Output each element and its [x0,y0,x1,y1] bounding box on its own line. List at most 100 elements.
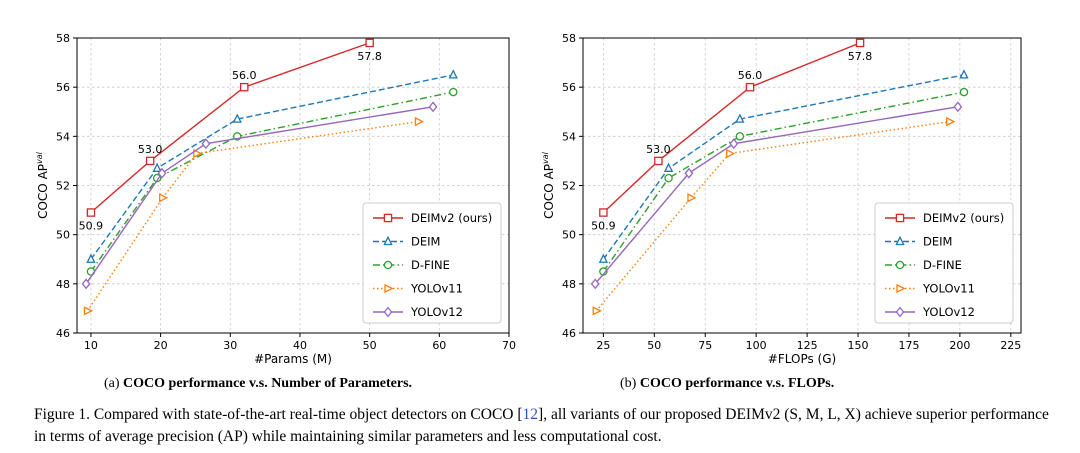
x-tick-label: 25 [596,339,610,352]
subcaption-a: (a) COCO performance v.s. Number of Para… [104,376,413,391]
data-point [157,167,167,179]
data-point [449,87,458,97]
x-tick-label: 50 [363,339,377,352]
data-label: 50.9 [79,220,104,233]
legend-label: YOLOv12 [922,305,975,319]
data-point [239,82,249,92]
data-point [414,116,425,127]
legend-marker [895,306,905,318]
legend-marker [383,260,393,270]
data-point [953,101,963,113]
legend-label: D-FINE [411,258,450,272]
legend-box [362,202,502,324]
data-point [654,156,663,166]
legend-box [874,202,1014,324]
x-tick-label: 50 [647,339,661,352]
series-line-3 [595,120,950,312]
data-label: 56.0 [232,69,257,82]
y-tick-label: 52 [562,180,576,193]
y-tick-label: 58 [56,32,70,45]
data-label: 57.8 [848,50,873,63]
y-axis-label-superscript: val [541,151,550,164]
data-point [145,156,155,166]
data-point [946,116,956,127]
figure-canvas: 10 20 30 40 50 60 70 46 48 50 52 54 56 58 #Params (M) C… [35,32,1022,366]
data-point [428,101,438,113]
y-axis-label-superscript: val [35,151,44,164]
legend-marker [895,213,905,223]
data-point [959,69,969,79]
legend-label: DEIMv2 (ours) [411,211,492,225]
y-tick-label: 54 [562,130,576,143]
series-line-1 [90,74,454,260]
data-point [81,278,91,290]
x-tick-label: 200 [949,339,970,352]
x-tick-label: 30 [223,339,237,352]
series-line-4 [594,106,958,285]
x-axis-label: #Params (M) [254,352,332,366]
legend-label: YOLOv11 [922,282,975,296]
data-point [663,162,674,172]
y-tick-label: 56 [56,81,70,94]
y-axis-label: COCO APval [541,151,556,219]
data-point [684,167,694,179]
data-point [735,113,745,123]
series-line-2 [90,91,454,272]
data-label: 50.9 [591,220,616,233]
x-axis-label: #FLOPs (G) [768,352,836,366]
subcaption-b: (b) COCO performance v.s. FLOPs. [620,376,835,391]
data-point [159,193,169,203]
x-tick-label: 100 [746,339,767,352]
series-line-0 [602,42,861,214]
y-axis-label: COCO APval [35,151,50,219]
data-point [86,253,96,263]
legend-marker [383,213,393,223]
data-point [599,208,608,217]
y-tick-label: 50 [562,229,576,242]
data-point [590,278,600,290]
legend-label: DEIMv2 (ours) [923,211,1004,225]
legend-marker [383,235,393,246]
citation-link[interactable]: 12 [522,406,539,423]
x-tick-label: 60 [432,339,446,352]
y-tick-label: 52 [56,180,70,193]
y-tick-label: 56 [562,81,576,94]
data-label: 57.8 [357,50,382,63]
data-point [729,138,739,150]
data-point [687,193,697,203]
legend-marker [896,283,906,294]
data-label: 53.0 [646,143,671,156]
data-point [592,306,602,316]
x-tick-label: 20 [154,339,168,352]
data-point [959,87,969,97]
data-point [745,82,755,92]
y-tick-label: 46 [56,327,70,340]
data-point [365,38,374,48]
x-tick-label: 70 [502,339,516,352]
data-point [193,148,203,159]
data-point [855,38,865,48]
legend-label: D-FINE [923,258,962,272]
y-tick-label: 48 [562,278,576,291]
x-tick-label: 225 [1000,339,1021,352]
x-tick-label: 175 [898,339,919,352]
x-tick-label: 75 [698,339,712,352]
legend-label: YOLOv11 [410,282,463,296]
data-label: 53.0 [138,143,163,156]
legend-marker [383,306,393,318]
data-point [735,132,745,141]
series-line-2 [602,91,965,272]
series-line-0 [90,42,370,214]
legend-label: DEIM [923,235,952,249]
data-point [152,173,162,183]
data-point [83,306,94,316]
figure-caption: Figure 1. Compared with state-of-the-art… [34,406,1049,445]
x-tick-label: 40 [293,339,307,352]
data-point [726,148,736,159]
legend-marker [384,283,394,294]
series-line-1 [602,74,965,260]
legend-label: DEIM [411,235,440,249]
chart-flops: 25 50 75 100 125 150 175 200 225 46 48 50 52 54 56 58 #F… [541,32,1022,366]
y-tick-label: 50 [56,229,70,242]
data-point [152,162,162,172]
